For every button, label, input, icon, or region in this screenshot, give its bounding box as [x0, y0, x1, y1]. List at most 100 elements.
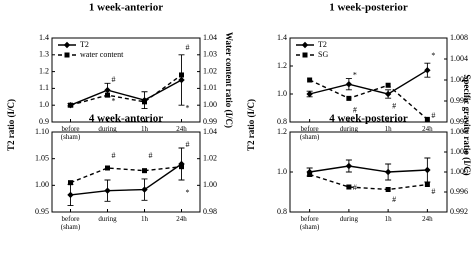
legend-label: SG	[318, 50, 328, 59]
y-tick-label: 0.8	[277, 117, 287, 126]
x-tick-text: 24h	[176, 215, 187, 223]
annotation: #	[353, 106, 357, 115]
y2-tick-label: 1.03	[203, 50, 217, 59]
marker	[178, 160, 185, 168]
marker	[64, 52, 70, 58]
legend-label: T2	[318, 40, 327, 49]
legend-label: T2	[80, 40, 89, 49]
marker	[68, 102, 73, 108]
y-tick-label: 1.2	[277, 61, 287, 70]
x-tick-text: during	[339, 215, 359, 223]
plot-frame	[51, 131, 201, 213]
y-tick-label: 1.3	[39, 50, 49, 59]
annotation: #	[112, 151, 116, 160]
x-tick-text: during	[98, 215, 117, 223]
x-tick-label: 24h	[176, 125, 187, 133]
chart-title: 1 week-posterior	[329, 2, 408, 14]
marker	[179, 72, 184, 78]
annotation: *	[112, 97, 116, 106]
x-tick-label: before (sham)	[60, 215, 81, 231]
annotation: *	[186, 188, 190, 197]
y-tick-label: 1.1	[39, 83, 49, 92]
y2-tick-label: 1.00	[203, 180, 217, 189]
annotation: #	[149, 151, 153, 160]
x-tick-text: during	[339, 125, 359, 133]
chart-title: 4 week-anterior	[89, 113, 163, 125]
y2-tick-label: 0.996	[450, 96, 468, 105]
marker	[306, 90, 313, 98]
marker	[385, 187, 391, 192]
y2-tick-label: 1.04	[203, 33, 217, 42]
marker	[385, 82, 391, 88]
x-tick-text: before (sham)	[60, 215, 81, 231]
series-line	[309, 69, 428, 95]
y2-tick-label: 1.008	[450, 127, 468, 136]
x-tick-label: before (sham)	[299, 215, 320, 231]
y-tick-label: 1.2	[277, 127, 287, 136]
x-tick-text: before (sham)	[299, 125, 320, 141]
x-tick-label: during	[339, 215, 359, 223]
series-line	[309, 173, 428, 191]
plot-frame	[51, 37, 201, 123]
series-line	[70, 74, 182, 106]
y2-tick-label: 0.996	[450, 187, 468, 196]
marker	[307, 77, 313, 83]
marker	[346, 95, 352, 101]
legend-label: water content	[80, 50, 124, 59]
y-tick-label: 1.4	[277, 33, 287, 42]
marker	[424, 166, 431, 174]
x-tick-text: 24h	[422, 125, 433, 133]
y-tick-label: 0.8	[277, 207, 287, 216]
marker	[301, 41, 309, 49]
y-tick-label: 1.05	[35, 153, 49, 162]
annotation: #	[186, 140, 190, 149]
marker	[142, 99, 147, 105]
y-tick-label: 1.2	[39, 66, 49, 75]
y2-tick-label: 1.01	[203, 83, 217, 92]
marker	[384, 90, 392, 98]
y2-tick-label: 1.004	[450, 147, 468, 156]
y-tick-label: 1.0	[277, 167, 287, 176]
marker	[63, 41, 71, 49]
annotation: #	[392, 195, 396, 204]
x-tick-text: 1h	[384, 125, 392, 133]
x-tick-text: 24h	[422, 215, 433, 223]
annotation: #	[431, 111, 435, 120]
y2-tick-label: 0.98	[203, 207, 217, 216]
marker	[384, 168, 392, 176]
y-tick-label: 0.95	[35, 207, 49, 216]
marker	[141, 186, 148, 193]
annotation: #	[353, 183, 357, 192]
marker	[302, 52, 308, 58]
annotation: #	[431, 187, 435, 196]
series-line	[70, 79, 182, 106]
chart-title: 4 week-posterior	[329, 113, 408, 125]
x-tick-text: before (sham)	[299, 215, 320, 231]
marker	[142, 168, 147, 174]
y2-tick-label: 0.992	[450, 207, 468, 216]
y2-tick-label: 1.02	[203, 66, 217, 75]
series-line	[309, 165, 428, 173]
y2-tick-label: 1.00	[203, 100, 217, 109]
y2-tick-label: 0.99	[203, 117, 217, 126]
marker	[104, 187, 111, 194]
y2-tick-label: 1.000	[450, 75, 468, 84]
marker	[424, 67, 431, 74]
x-tick-text: 1h	[141, 215, 148, 223]
x-tick-label: 1h	[385, 215, 392, 223]
y2-tick-label: 1.004	[450, 54, 468, 63]
annotation: #	[186, 43, 190, 52]
marker	[346, 184, 352, 190]
marker	[105, 165, 110, 171]
series-line	[70, 163, 182, 196]
x-tick-text: during	[98, 125, 117, 133]
y-tick-label: 1.4	[39, 33, 49, 42]
x-tick-label: 1h	[384, 125, 392, 133]
annotation: #	[112, 75, 116, 84]
marker	[67, 191, 74, 199]
y2-tick-label: 1.02	[203, 153, 217, 162]
x-tick-label: before (sham)	[61, 125, 80, 141]
series-line	[309, 79, 428, 120]
y2-tick-label: 0.992	[450, 117, 468, 126]
